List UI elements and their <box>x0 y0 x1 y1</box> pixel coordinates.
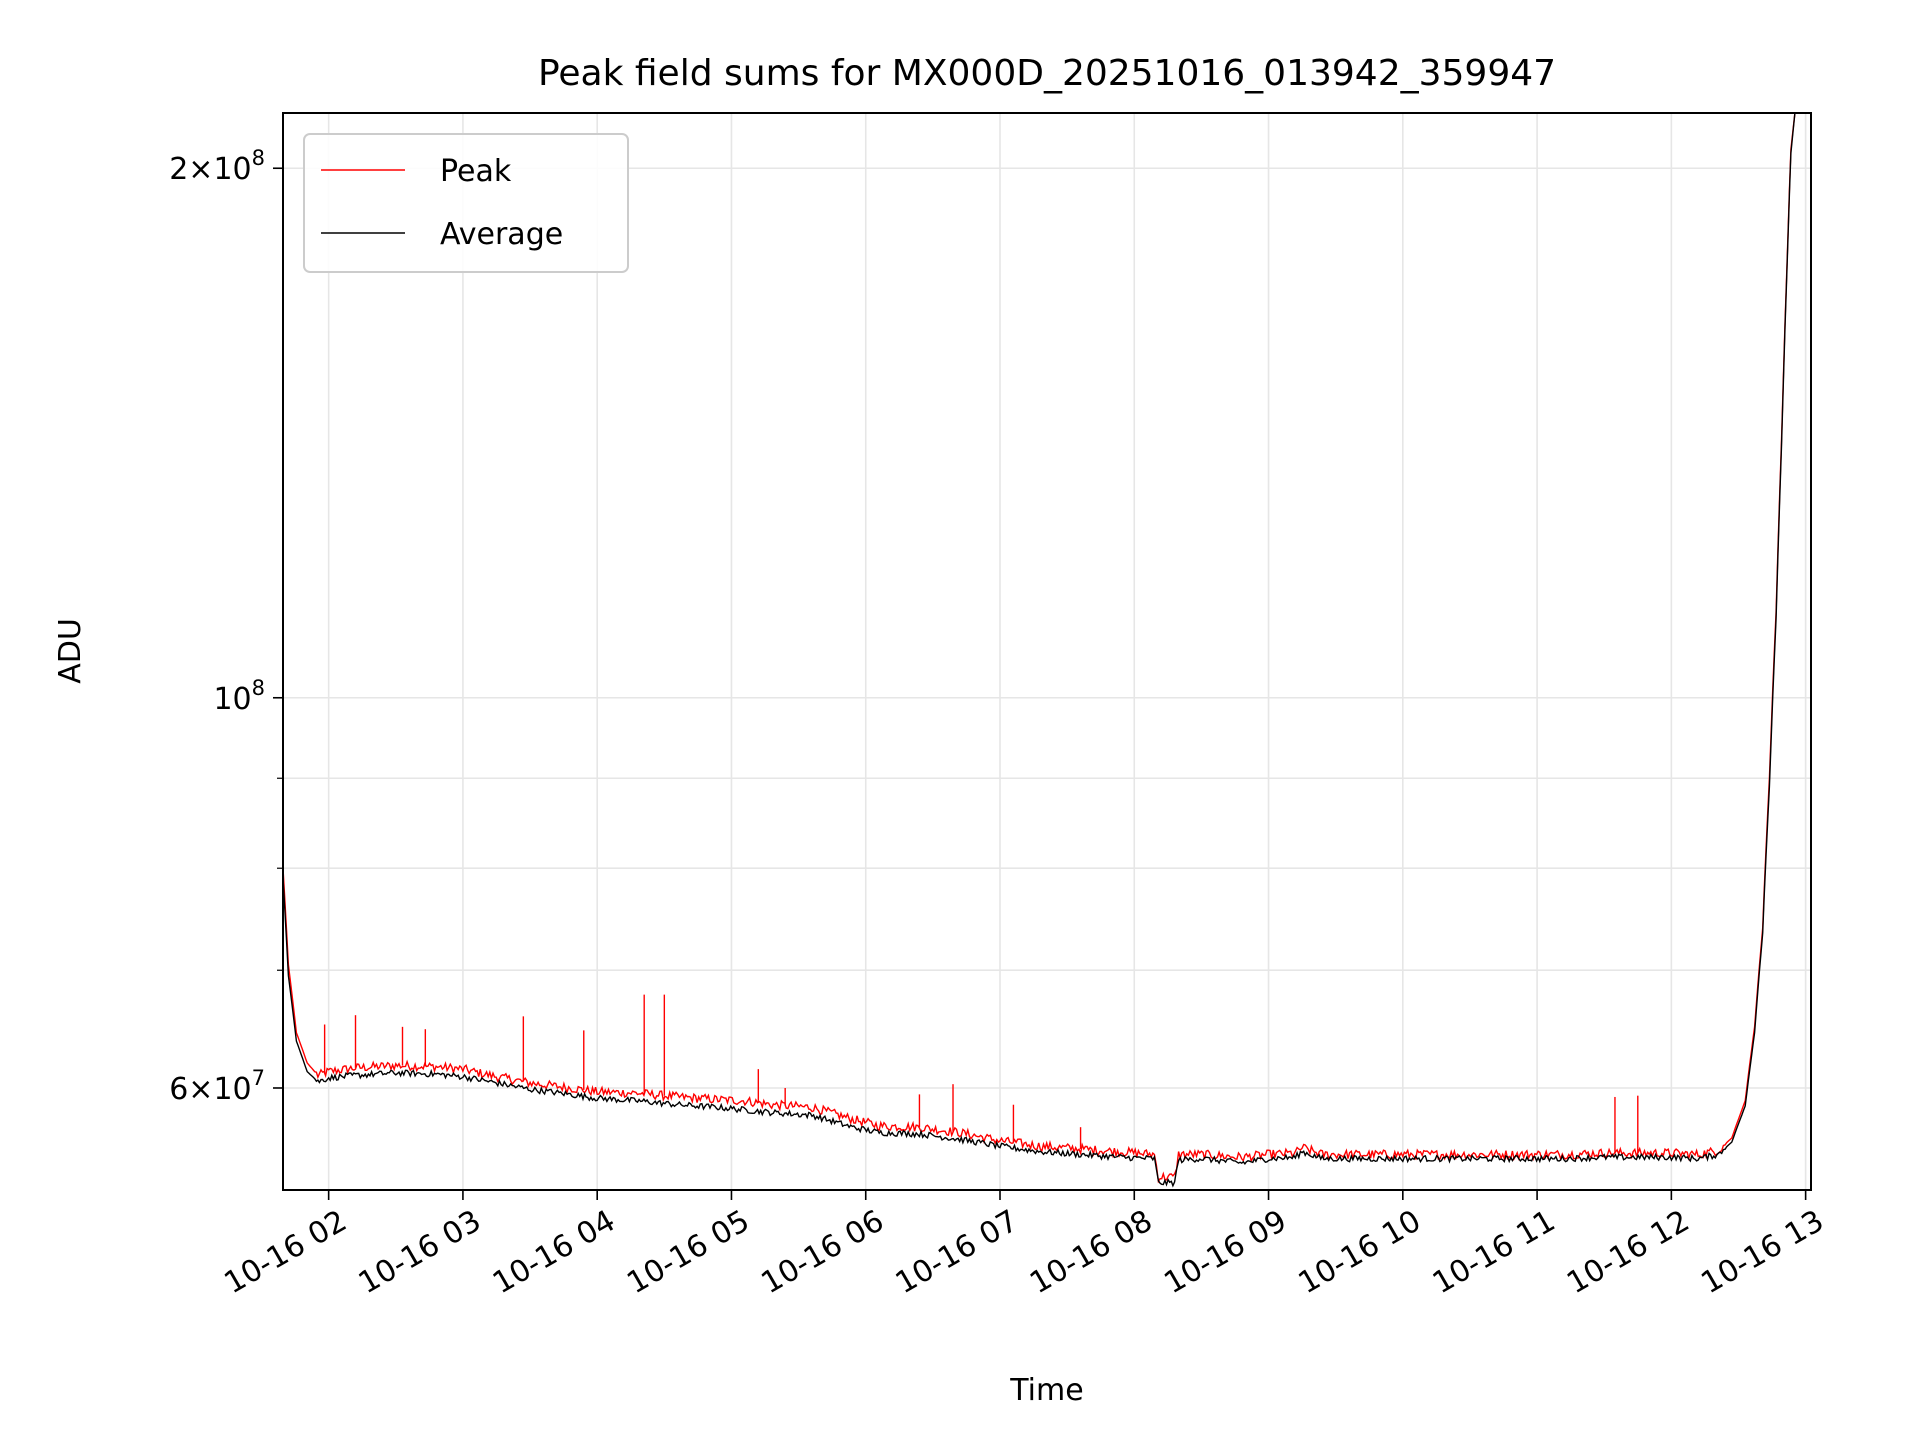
legend-peak-label: Peak <box>440 154 512 189</box>
plot-frame <box>282 112 1812 1191</box>
y-tick-exponent: 8 <box>252 676 265 700</box>
x-axis-label: Time <box>1009 1373 1083 1408</box>
y-tick-label: 2×108 <box>169 146 265 187</box>
y-tick-exponent: 8 <box>252 146 265 170</box>
y-axis-label: ADU <box>53 618 88 684</box>
chart-title: Peak field sums for MX000D_20251016_0139… <box>538 53 1556 94</box>
average-series <box>282 112 1796 1188</box>
y-tick-label: 6×107 <box>169 1066 265 1107</box>
average-line <box>282 112 1796 1188</box>
legend-box <box>303 133 629 273</box>
grid <box>283 113 1811 1190</box>
legend: Peak Average <box>303 133 629 273</box>
y-tick-exponent: 7 <box>252 1066 265 1090</box>
legend-average-label: Average <box>440 217 563 252</box>
